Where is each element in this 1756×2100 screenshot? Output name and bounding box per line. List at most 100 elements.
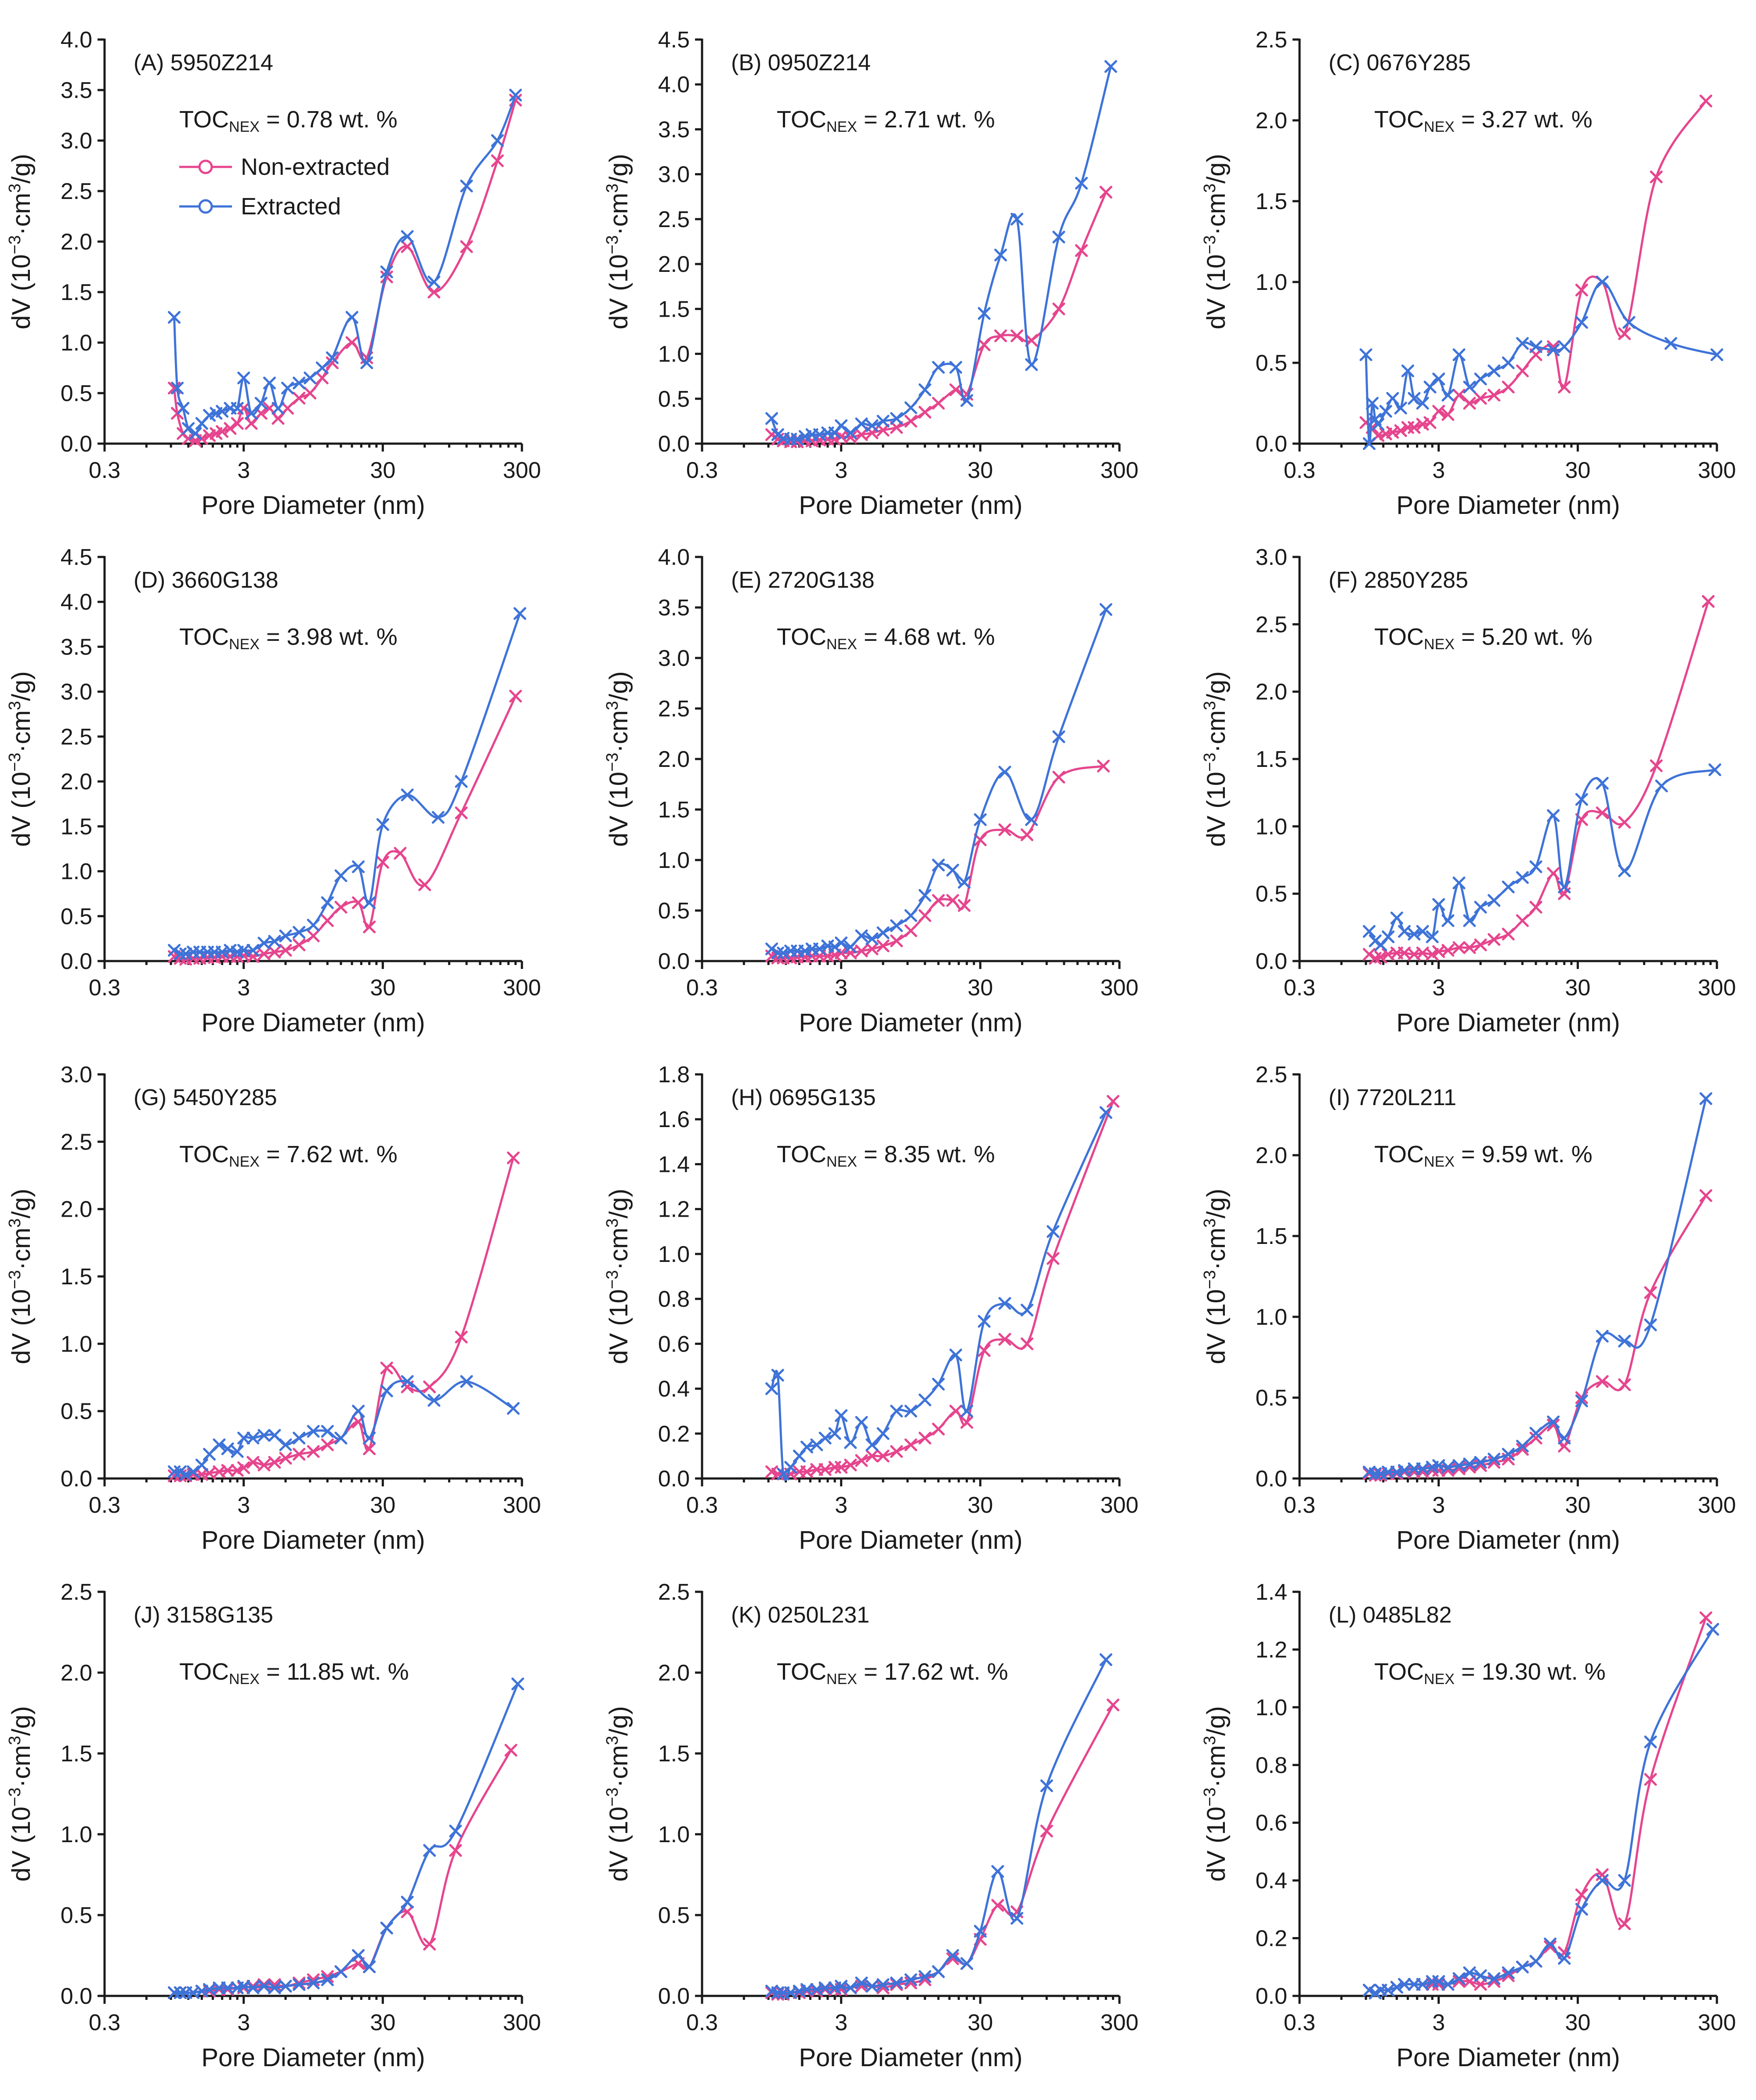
data-point-marker xyxy=(890,421,903,434)
data-point-marker xyxy=(307,1445,320,1458)
x-tick-label: 3 xyxy=(237,975,250,1001)
data-point-marker xyxy=(1025,813,1038,826)
x-tick-label: 3 xyxy=(1432,458,1445,483)
y-tick-label: 0.0 xyxy=(1256,1984,1287,2009)
data-point-marker xyxy=(865,1980,879,1993)
data-point-marker xyxy=(423,1380,436,1393)
data-point-marker xyxy=(168,311,181,324)
y-axis-title-part: ·cm xyxy=(1202,193,1231,235)
data-point-marker xyxy=(1488,933,1501,946)
data-point-marker xyxy=(1644,1773,1657,1786)
y-tick-label: 1.0 xyxy=(1256,814,1287,839)
data-point-marker xyxy=(835,936,848,950)
data-point-marker xyxy=(257,947,271,961)
data-point-marker xyxy=(876,940,890,952)
data-point-marker xyxy=(932,1377,945,1391)
panel-label: (C) 0676Y285 xyxy=(1329,50,1471,76)
data-point-marker xyxy=(221,1464,234,1477)
data-point-marker xyxy=(932,1965,945,1978)
x-tick-label: 3 xyxy=(1432,1493,1445,1518)
data-point-marker xyxy=(504,1744,518,1757)
y-axis-title-part: dV (10 xyxy=(1202,254,1231,329)
y-tick-label: 1.0 xyxy=(658,342,690,367)
data-point-marker xyxy=(272,412,285,425)
data-point-marker xyxy=(293,938,306,951)
data-point-marker xyxy=(1516,337,1529,350)
y-axis-title-part: ·cm xyxy=(7,193,36,235)
data-point-marker xyxy=(231,417,244,430)
panel-label: (J) 3158G135 xyxy=(134,1602,273,1628)
x-tick-label: 300 xyxy=(1698,458,1736,483)
data-point-marker xyxy=(1575,793,1588,806)
y-tick-label: 3.0 xyxy=(658,646,690,671)
data-point-marker xyxy=(1618,864,1631,878)
toc-subscript: NEX xyxy=(229,119,260,135)
toc-subscript: NEX xyxy=(826,636,857,653)
y-tick-label: 0.5 xyxy=(1256,351,1287,376)
y-tick-label: 2.5 xyxy=(61,1129,92,1155)
data-point-marker xyxy=(171,382,184,394)
data-point-marker xyxy=(281,382,294,394)
y-axis-title-part: 3 xyxy=(603,701,622,710)
data-point-marker xyxy=(1474,1978,1487,1991)
data-point-marker xyxy=(1099,1106,1112,1119)
data-point-marker xyxy=(321,914,334,927)
data-point-marker xyxy=(1558,380,1571,394)
series-line-non-extracted xyxy=(173,1749,512,1994)
toc-subscript: NEX xyxy=(826,1671,857,1688)
y-tick-label: 0.0 xyxy=(1256,1466,1287,1492)
y-axis-title: dV (10−3·cm3/g) xyxy=(1201,1189,1231,1364)
chart-panel: 0.0 0.5 1.0 1.5 2.0 2.5 3.0 3.5 4.0 0.3 3 30 300 Pore… xyxy=(6,27,541,520)
data-point-marker xyxy=(791,433,804,446)
y-axis-title-part: ·cm xyxy=(7,1745,36,1788)
data-point-marker xyxy=(1529,860,1542,873)
x-axis-title: Pore Diameter (nm) xyxy=(1396,1008,1620,1037)
toc-prefix: TOC xyxy=(777,1141,826,1167)
data-point-marker xyxy=(213,1438,226,1451)
data-point-marker xyxy=(1596,806,1609,820)
data-point-marker xyxy=(1359,348,1372,361)
data-point-marker xyxy=(876,1978,890,1991)
y-tick-label: 2.5 xyxy=(658,207,690,232)
series-line-extracted xyxy=(1368,1628,1714,1994)
y-axis-title-part: /g) xyxy=(7,671,36,701)
data-point-marker xyxy=(293,392,306,405)
data-point-marker xyxy=(1529,340,1542,353)
data-point-marker xyxy=(932,894,945,907)
data-point-marker xyxy=(876,926,890,940)
data-point-marker xyxy=(245,407,258,420)
y-tick-label: 1.2 xyxy=(658,1197,690,1222)
data-point-marker xyxy=(813,942,826,955)
data-point-marker xyxy=(304,372,317,384)
y-tick-label: 2.5 xyxy=(1256,1062,1287,1088)
y-tick-label: 0.5 xyxy=(61,904,92,929)
y-tick-label: 0.5 xyxy=(658,898,690,924)
data-point-marker xyxy=(904,1405,917,1418)
data-point-marker xyxy=(1052,302,1065,315)
y-axis-title-part: /g) xyxy=(605,671,633,701)
data-point-marker xyxy=(511,1677,525,1691)
y-tick-label: 4.0 xyxy=(61,27,92,53)
data-point-marker xyxy=(418,878,431,891)
y-tick-label: 1.0 xyxy=(61,859,92,885)
data-point-marker xyxy=(1021,828,1034,841)
y-tick-label: 0.0 xyxy=(61,949,92,974)
data-point-marker xyxy=(1441,943,1455,957)
data-point-marker xyxy=(918,889,931,902)
y-axis-title-part: ·cm xyxy=(605,710,633,753)
data-point-marker xyxy=(203,409,216,422)
data-point-marker xyxy=(380,271,393,283)
data-point-marker xyxy=(946,1952,959,1965)
chart-panel: 0.0 0.2 0.4 0.6 0.8 1.0 1.2 1.4 1.6 1.8 0.3 3 30 300 P… xyxy=(603,1062,1138,1554)
x-axis-title: Pore Diameter (nm) xyxy=(1396,1526,1620,1554)
y-tick-label: 0.0 xyxy=(658,431,690,457)
toc-annotation: TOCNEX = 8.35 wt. % xyxy=(777,1141,995,1170)
data-point-marker xyxy=(1416,1978,1429,1991)
data-point-marker xyxy=(293,1448,306,1461)
data-point-marker xyxy=(918,1970,931,1983)
data-point-marker xyxy=(455,806,468,820)
data-point-marker xyxy=(231,1445,244,1458)
data-point-marker xyxy=(221,1981,234,1995)
y-tick-label: 0.2 xyxy=(658,1421,690,1447)
y-axis-title-part: −3 xyxy=(6,1270,24,1289)
